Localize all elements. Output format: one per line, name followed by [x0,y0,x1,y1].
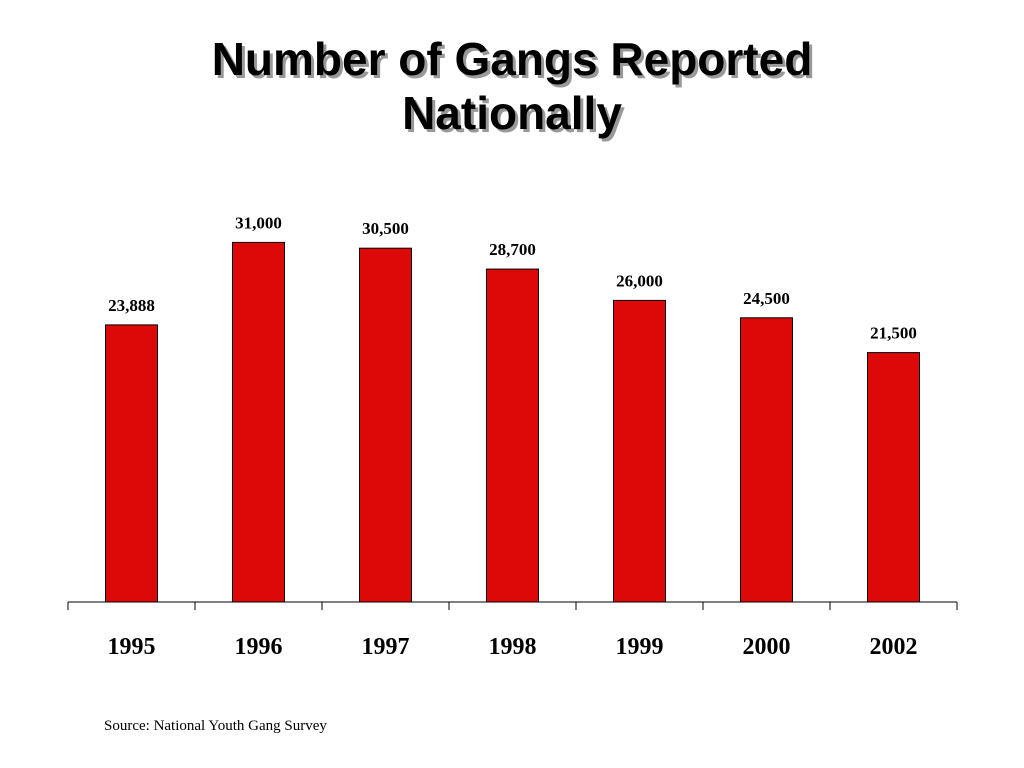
value-label: 23,888 [108,296,155,315]
bar [232,241,285,603]
bar [486,268,539,603]
value-label: 30,500 [362,219,409,238]
value-label: 24,500 [743,289,790,308]
value-label: 21,500 [870,324,917,343]
source-note: Source: National Youth Gang Survey [104,718,327,734]
x-tick-label: 1997 [362,634,410,660]
x-tick-label: 1995 [108,634,156,660]
bar [740,317,793,603]
x-tick-label: 1999 [616,634,664,660]
bar [613,299,666,603]
bar [105,324,158,603]
bar [867,352,920,603]
bar [359,247,412,603]
chart-title: Number of Gangs Reported Nationally [211,33,813,139]
value-label: 28,700 [489,240,536,259]
x-tick-label: 1998 [489,634,537,660]
x-tick-label: 2002 [870,634,918,660]
value-label: 26,000 [616,271,663,290]
x-tick-label: 1996 [235,634,283,660]
value-label: 31,000 [235,213,282,232]
x-tick-label: 2000 [743,634,791,660]
